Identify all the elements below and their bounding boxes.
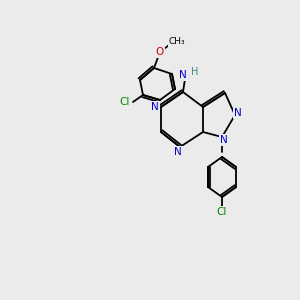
Text: N: N: [220, 135, 228, 145]
Text: N: N: [179, 70, 187, 80]
Text: O: O: [156, 47, 164, 57]
Text: N: N: [151, 102, 159, 112]
Text: Cl: Cl: [120, 97, 130, 107]
Text: H: H: [191, 67, 199, 77]
Text: N: N: [234, 108, 242, 118]
Text: Cl: Cl: [217, 207, 227, 217]
Text: N: N: [174, 147, 182, 157]
Text: CH₃: CH₃: [169, 38, 185, 46]
